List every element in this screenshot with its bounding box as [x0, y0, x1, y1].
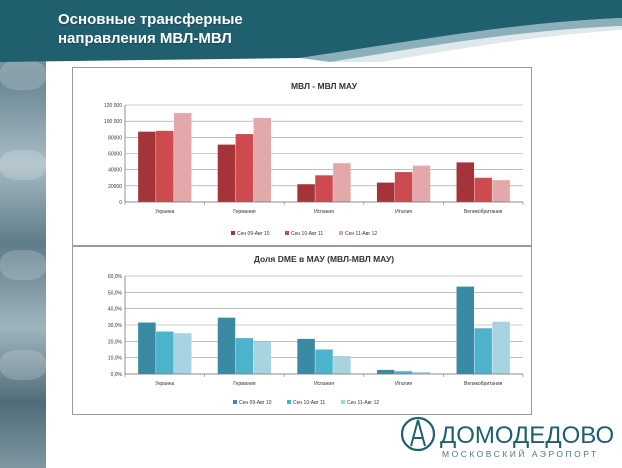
bar-2	[156, 331, 174, 374]
y-tick-label: 40000	[108, 168, 122, 174]
y-tick-label: 30,0%	[108, 323, 123, 329]
y-tick-label: 20,0%	[108, 339, 123, 345]
y-tick-label: 50,0%	[108, 290, 123, 296]
logo-subtitle: МОСКОВСКИЙ АЭРОПОРТ	[442, 448, 599, 459]
cloud-streak	[0, 60, 46, 90]
logo-name: ДОМОДЕДОВО	[440, 422, 614, 449]
bar-1	[376, 182, 395, 202]
legend-label: Сен 10-Авг 11	[291, 231, 323, 237]
x-tick-label: Германия	[233, 209, 256, 215]
bar-1	[456, 286, 475, 374]
bar-3	[253, 117, 272, 202]
bar-3	[412, 165, 431, 202]
legend-label: Сен 10-Авг 11	[293, 400, 325, 406]
x-tick-label: Украина	[155, 381, 174, 387]
x-tick-label: Украина	[155, 209, 174, 215]
chart-dme-share: Доля DME в МАУ (МВЛ-МВЛ МАУ) 0,0% 10,0% 20,…	[108, 254, 524, 406]
legend-swatch-3	[341, 400, 345, 404]
bar-1	[217, 317, 236, 374]
bar-3	[333, 163, 351, 202]
bar-2	[235, 134, 254, 202]
x-tick-label: Великобритания	[464, 381, 503, 387]
bar-3	[333, 356, 351, 374]
legend-swatch-3	[339, 231, 343, 235]
legend-label: Сен 09-Авг 10	[239, 400, 272, 406]
cloud-streak	[0, 350, 46, 380]
bar-2	[394, 172, 413, 202]
bar-2	[315, 175, 333, 202]
y-tick-label: 60,0%	[108, 274, 123, 280]
domodedovo-logo: ДОМОДЕДОВО МОСКОВСКИЙ АЭРОПОРТ	[400, 414, 614, 460]
cloud-sidebar	[0, 0, 46, 468]
y-tick-label: 0,0%	[111, 372, 123, 378]
x-tick-label: Италия	[395, 209, 412, 215]
x-tick-label: Испания	[314, 209, 334, 215]
bar-2	[394, 371, 413, 374]
bar-1	[456, 162, 475, 202]
bar-1	[138, 131, 156, 202]
bar-3	[492, 321, 510, 374]
bar-2	[235, 338, 254, 374]
cloud-streak	[0, 250, 46, 280]
legend-swatch-1	[231, 231, 235, 235]
bar-1	[297, 184, 315, 202]
legend-label: Сен 09-Авг 10	[237, 231, 270, 237]
y-tick-label: 10,0%	[108, 356, 123, 362]
chart-title: Доля DME в МАУ (МВЛ-МВЛ МАУ)	[254, 254, 394, 264]
bar-3	[412, 372, 431, 374]
bar-2	[474, 328, 492, 374]
bar-3	[173, 333, 192, 374]
bar-2	[315, 349, 333, 374]
x-tick-label: Италия	[395, 381, 412, 387]
bar-1	[217, 144, 236, 202]
cloud-streak	[0, 150, 46, 180]
bar-3	[253, 341, 272, 374]
bar-3	[492, 180, 510, 202]
bar-1	[297, 338, 315, 374]
y-tick-label: 80000	[108, 135, 122, 141]
legend-swatch-2	[287, 400, 291, 404]
bar-2	[156, 130, 174, 202]
chart-title: МВЛ - МВЛ МАУ	[291, 81, 358, 91]
chart-panel-mvl: МВЛ - МВЛ МАУ 0 20000 40000 60000 80000 100 00…	[72, 67, 532, 246]
bar-1	[138, 322, 156, 374]
bar-1	[376, 369, 395, 374]
logo-emblem-icon: ДОМОДЕДОВО МОСКОВСКИЙ АЭРОПОРТ	[400, 416, 614, 459]
legend-label: Сен 11-Авг 12	[345, 231, 377, 237]
y-tick-label: 60000	[108, 152, 122, 158]
y-tick-label: 100 000	[104, 119, 122, 125]
x-tick-label: Великобритания	[464, 209, 503, 215]
y-tick-label: 20000	[108, 184, 122, 190]
bar-2	[474, 177, 492, 202]
legend-label: Сен 11-Авг 12	[347, 400, 379, 406]
chart-mvl-mvl-mau: МВЛ - МВЛ МАУ 0 20000 40000 60000 80000 100 00…	[104, 81, 524, 237]
legend-swatch-1	[233, 400, 237, 404]
chart-panel-dme-share: Доля DME в МАУ (МВЛ-МВЛ МАУ) 0,0% 10,0% 20,…	[72, 246, 532, 415]
slide-title: Основные трансферные направления МВЛ-МВЛ	[58, 11, 243, 47]
y-tick-label: 40,0%	[108, 307, 123, 313]
bar-3	[173, 113, 192, 202]
legend-swatch-2	[285, 231, 289, 235]
x-tick-label: Испания	[314, 381, 334, 387]
y-tick-label: 0	[119, 200, 122, 206]
header-banner	[0, 0, 622, 62]
x-tick-label: Германия	[233, 381, 256, 387]
y-tick-label: 120 000	[104, 103, 122, 109]
